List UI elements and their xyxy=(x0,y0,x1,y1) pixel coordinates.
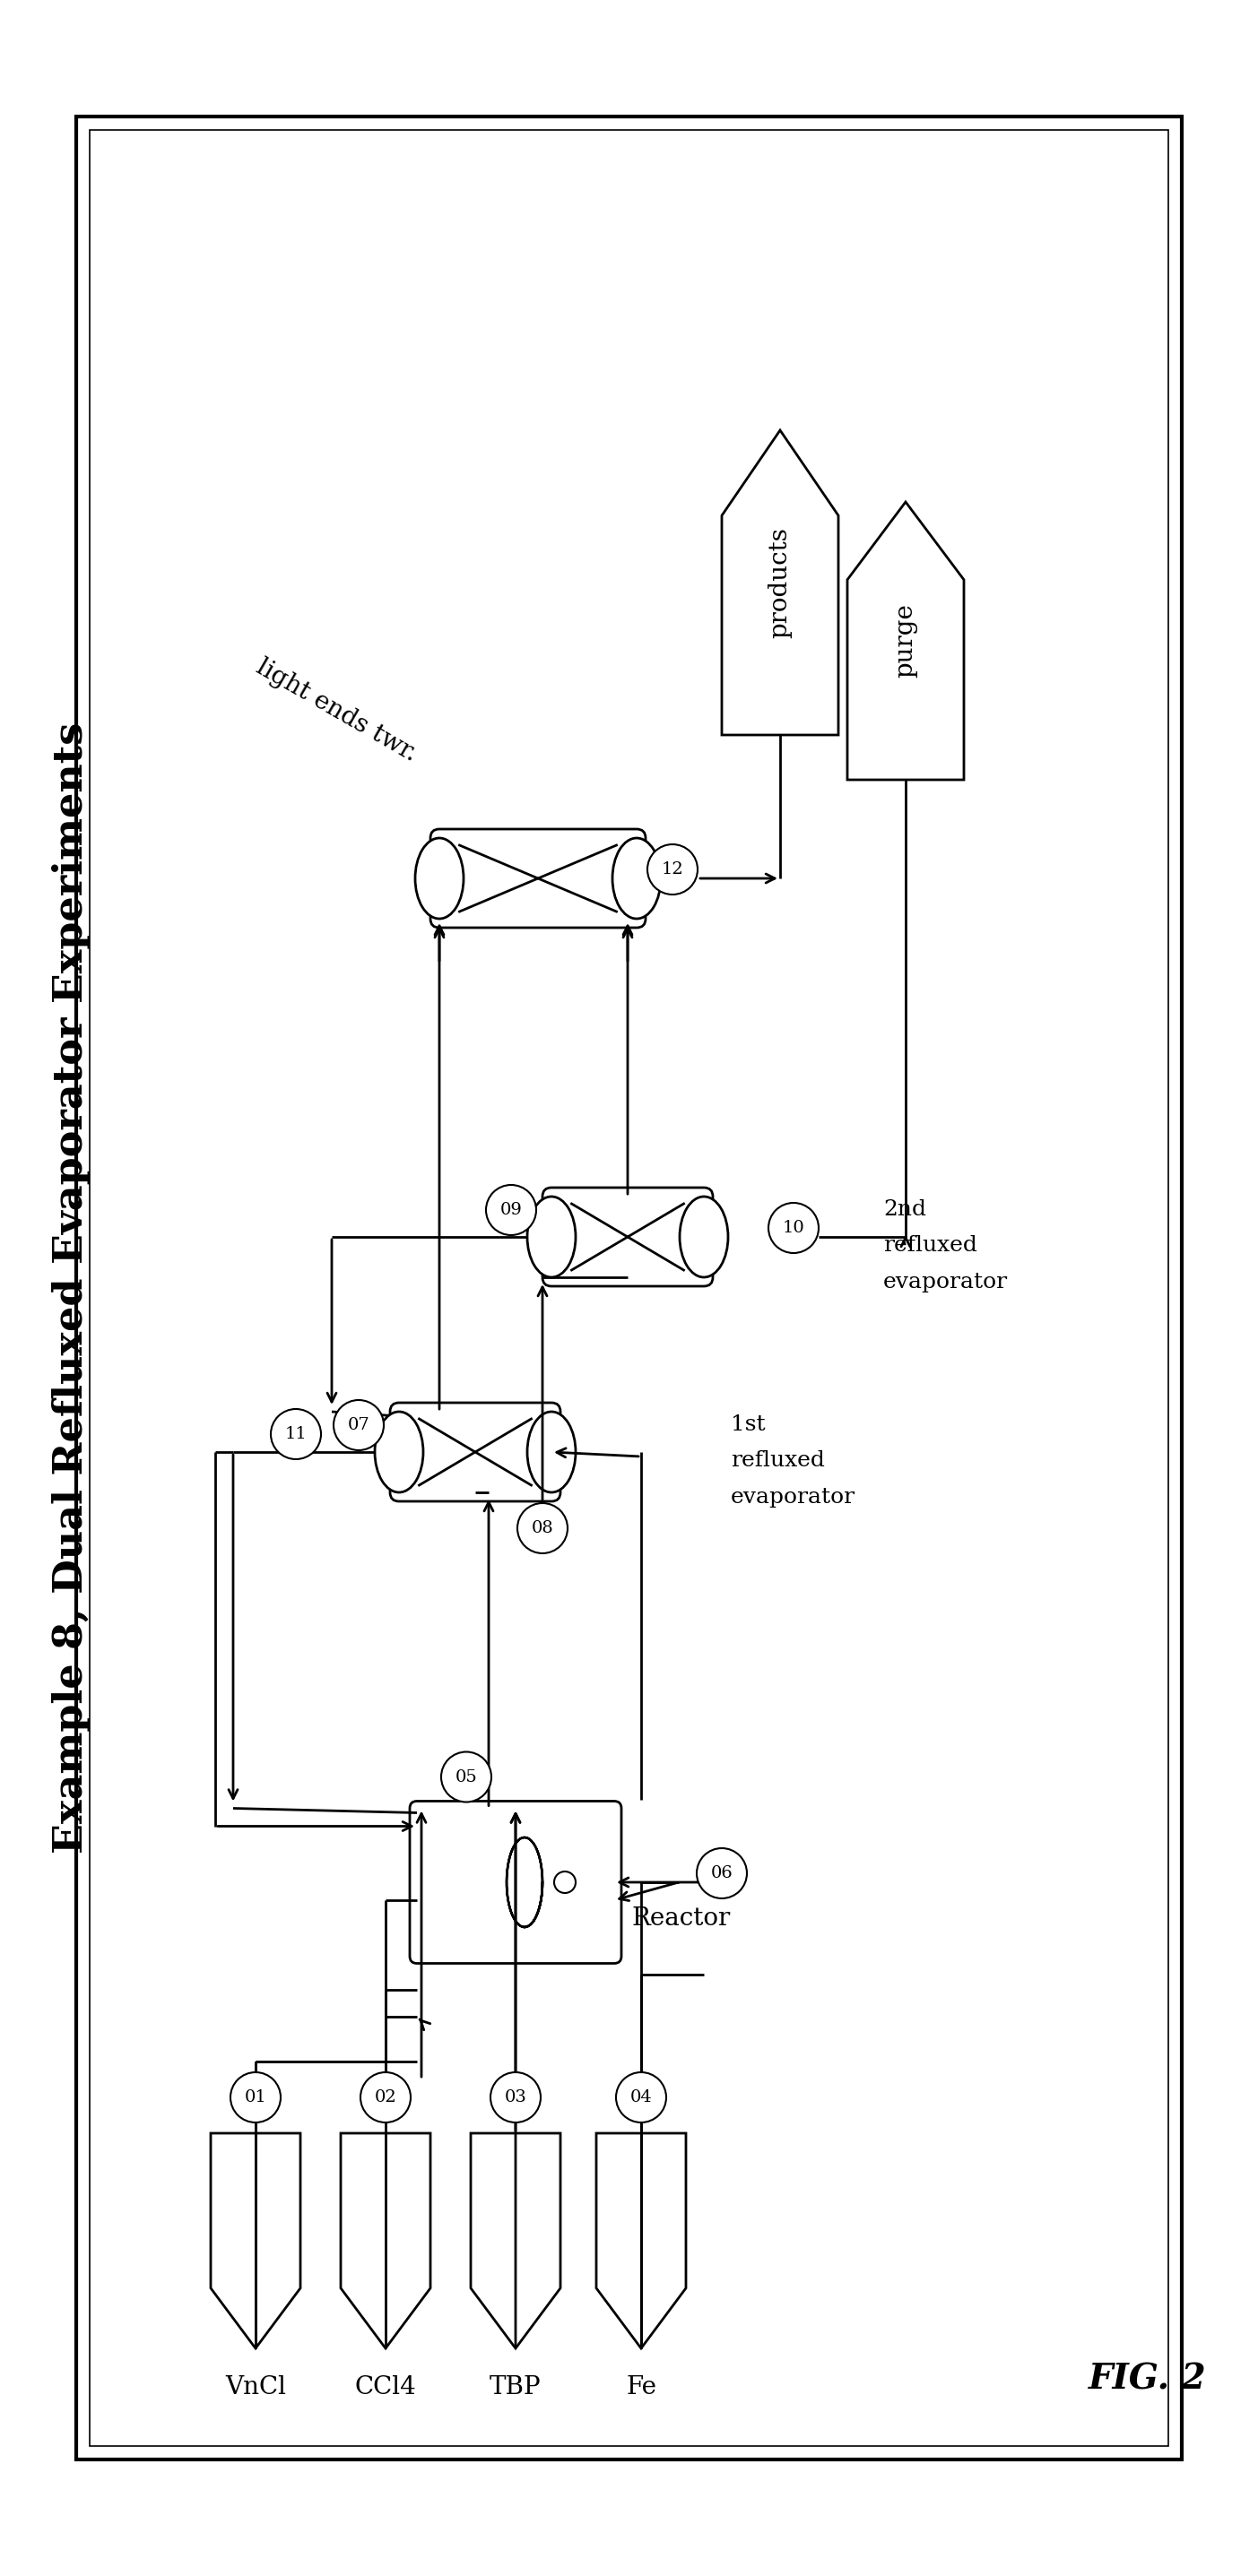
Ellipse shape xyxy=(416,840,462,917)
FancyBboxPatch shape xyxy=(430,829,645,927)
Ellipse shape xyxy=(530,1198,574,1275)
Text: purge: purge xyxy=(893,603,918,677)
FancyBboxPatch shape xyxy=(89,129,1169,2447)
Polygon shape xyxy=(722,430,838,734)
Circle shape xyxy=(230,2071,281,2123)
Ellipse shape xyxy=(613,837,660,920)
Ellipse shape xyxy=(375,1412,423,1492)
Circle shape xyxy=(769,1203,819,1252)
Circle shape xyxy=(616,2071,667,2123)
Text: 03: 03 xyxy=(504,2089,527,2105)
Text: light ends twr.: light ends twr. xyxy=(252,654,421,765)
Text: Fe: Fe xyxy=(626,2375,657,2398)
Text: 10: 10 xyxy=(782,1221,805,1236)
Circle shape xyxy=(442,1752,492,1803)
Text: CCl4: CCl4 xyxy=(355,2375,416,2398)
Text: products: products xyxy=(767,528,793,639)
Circle shape xyxy=(486,1185,536,1234)
FancyBboxPatch shape xyxy=(77,116,1181,2460)
Circle shape xyxy=(491,2071,541,2123)
Ellipse shape xyxy=(530,1414,574,1492)
Text: 11: 11 xyxy=(284,1427,307,1443)
Polygon shape xyxy=(848,502,964,781)
Text: refluxed: refluxed xyxy=(731,1450,825,1471)
Circle shape xyxy=(554,1873,576,1893)
Text: 04: 04 xyxy=(630,2089,652,2105)
Polygon shape xyxy=(210,2133,301,2349)
Text: 07: 07 xyxy=(347,1417,370,1432)
Text: 01: 01 xyxy=(244,2089,267,2105)
Circle shape xyxy=(648,845,698,894)
Ellipse shape xyxy=(415,837,463,920)
Ellipse shape xyxy=(679,1198,728,1278)
Ellipse shape xyxy=(527,1198,576,1278)
Polygon shape xyxy=(596,2133,686,2349)
Ellipse shape xyxy=(527,1412,576,1492)
Text: 02: 02 xyxy=(375,2089,396,2105)
Text: 05: 05 xyxy=(455,1770,477,1785)
Ellipse shape xyxy=(376,1414,421,1492)
Text: refluxed: refluxed xyxy=(883,1236,977,1257)
Text: TBP: TBP xyxy=(489,2375,541,2398)
Text: Example 8, Dual Refluxed Evaporator Experiments: Example 8, Dual Refluxed Evaporator Expe… xyxy=(53,721,91,1855)
FancyBboxPatch shape xyxy=(390,1404,560,1502)
Text: evaporator: evaporator xyxy=(883,1273,1008,1293)
Circle shape xyxy=(333,1399,384,1450)
FancyBboxPatch shape xyxy=(410,1801,621,1963)
Text: 08: 08 xyxy=(531,1520,554,1535)
Text: Reactor: Reactor xyxy=(632,1906,731,1929)
Text: VnCl: VnCl xyxy=(225,2375,286,2398)
Ellipse shape xyxy=(614,840,659,917)
Circle shape xyxy=(361,2071,410,2123)
Circle shape xyxy=(697,1847,747,1899)
Text: 09: 09 xyxy=(499,1203,522,1218)
Polygon shape xyxy=(341,2133,430,2349)
Circle shape xyxy=(270,1409,321,1458)
Text: 1st: 1st xyxy=(731,1414,765,1435)
FancyBboxPatch shape xyxy=(542,1188,713,1285)
Text: 12: 12 xyxy=(662,860,683,878)
Ellipse shape xyxy=(682,1198,726,1275)
Text: FIG. 2: FIG. 2 xyxy=(1088,2362,1206,2396)
Text: 06: 06 xyxy=(711,1865,733,1880)
Polygon shape xyxy=(470,2133,560,2349)
Text: evaporator: evaporator xyxy=(731,1486,855,1507)
Text: 2nd: 2nd xyxy=(883,1200,926,1221)
Circle shape xyxy=(517,1504,567,1553)
